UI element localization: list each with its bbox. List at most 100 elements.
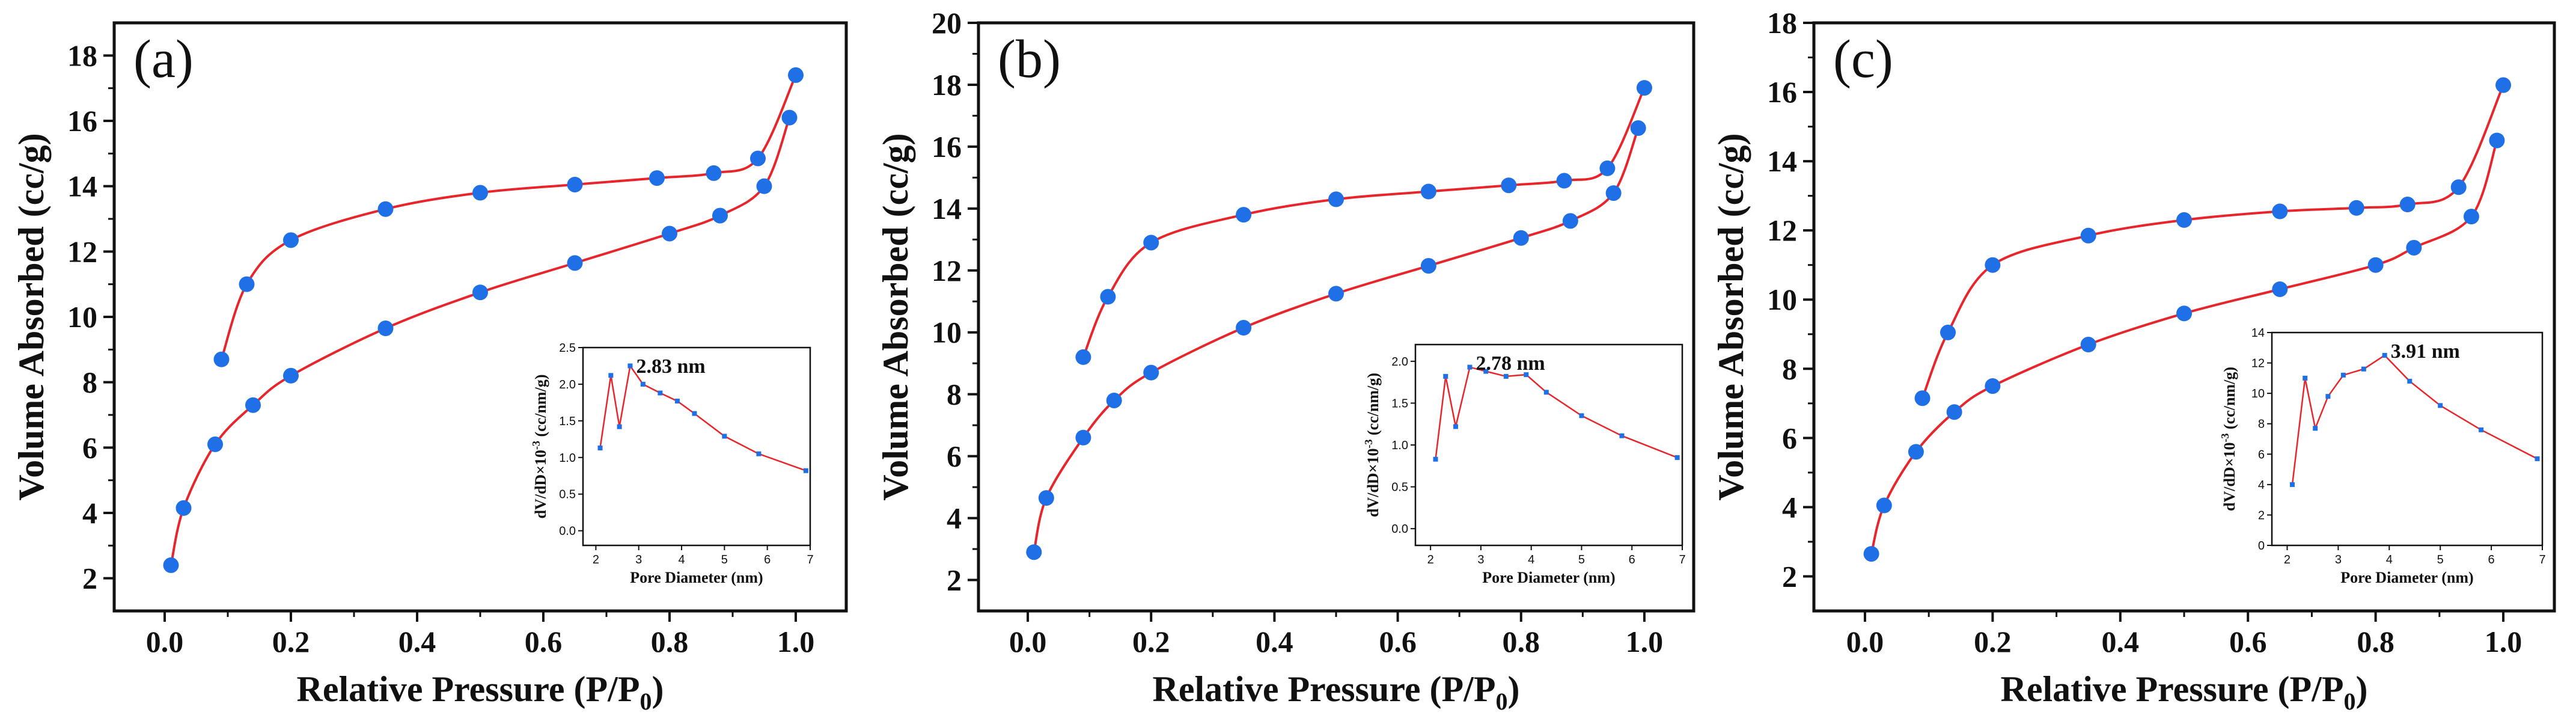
adsorption-point [1630,120,1646,137]
inset-y-tick-label: 8 [2258,418,2265,431]
x-tick-label: 1.0 [1626,625,1664,658]
inset-point [2438,403,2443,408]
inset-point [2313,426,2318,431]
inset-y-label-main: dV/dD×10 [1364,448,1382,517]
x-tick-label: 0.6 [1379,625,1417,658]
inset-point [617,424,622,429]
y-tick-label: 18 [67,38,97,72]
inset-x-tick-label: 3 [2335,553,2342,566]
inset-point [2382,352,2387,358]
inset-x-axis-label: Pore Diameter (nm) [630,569,763,586]
y-tick-label: 2 [1782,559,1797,593]
y-tick-label: 12 [932,254,962,287]
inset-point [674,398,680,403]
inset-y-label-main: dV/dD×10 [2221,442,2238,511]
inset-y-tick-label: 14 [2251,327,2265,340]
y-axis-label: Volume Absorbed (cc/g) [11,133,51,500]
inset-y-tick-label: 1.5 [559,415,576,428]
adsorption-point [567,255,583,271]
desorption-point [377,201,394,217]
adsorption-point [1026,544,1042,560]
x-axis-label-sub: 0 [1495,688,1507,715]
inset-point [1453,424,1459,429]
inset-y-label-end: (cc/nm/g) [532,375,549,441]
adsorption-point [245,397,261,413]
inset-frame [582,346,811,547]
inset-point [2361,366,2366,372]
y-tick-label: 8 [947,378,962,411]
desorption-point [1420,183,1436,200]
adsorption-point [1876,497,1892,514]
inset-y-tick-label: 1.0 [559,452,576,465]
adsorption-point [1513,230,1529,246]
desorption-point [1914,390,1930,406]
inset-y-label-main: dV/dD×10 [532,450,549,519]
inset-x-tick-label: 2 [593,553,599,566]
y-tick-label: 8 [82,366,97,399]
y-tick-label: 10 [932,316,962,349]
x-axis-label-main: Relative Pressure (P/P [2001,669,2344,709]
desorption-point [2495,77,2512,93]
desorption-point [1985,257,2001,273]
y-tick-label: 2 [947,563,962,597]
desorption-point [1636,80,1652,96]
x-tick-label: 0.0 [146,625,184,658]
adsorption-point [283,367,299,384]
inset-point [1483,369,1489,374]
inset-y-tick-label: 2 [2258,509,2265,522]
inset-y-tick-label: 12 [2251,357,2265,370]
desorption-point [283,232,299,248]
y-tick-label: 12 [1767,213,1797,247]
desorption-point [2080,227,2096,244]
inset-point [2289,482,2295,487]
inset-y-label-sup: -3 [530,441,542,450]
adsorption-point [1038,490,1054,506]
x-axis-label: Relative Pressure (P/P0) [297,669,664,715]
y-axis-label: Volume Absorbed (cc/g) [876,133,915,500]
desorption-point [213,351,230,367]
y-tick-label: 4 [82,496,97,530]
inset-x-tick-label: 4 [678,553,685,566]
desorption-point [472,185,488,201]
y-tick-label: 6 [82,431,97,464]
desorption-line [1921,84,2504,399]
inset-x-tick-label: 2 [1427,553,1434,566]
inset-x-tick-label: 7 [1679,553,1685,566]
inset-y-axis-label: dV/dD×10-3 (cc/nm/g) [530,375,549,519]
desorption-point [1599,160,1616,176]
inset-point [1579,413,1584,419]
adsorption-point [1863,546,1879,562]
x-tick-label: 0.8 [651,625,689,658]
desorption-point [2272,203,2288,219]
adsorption-point [472,284,488,301]
adsorption-point [2367,257,2384,273]
x-axis-label-sub: 0 [639,688,652,715]
adsorption-point [2463,209,2479,225]
adsorption-point [2272,281,2288,297]
desorption-point [2176,212,2192,228]
inset-point [597,445,603,450]
y-tick-label: 10 [1767,283,1797,316]
adsorption-point [2176,305,2192,322]
inset-y-label-end: (cc/nm/g) [2221,367,2238,433]
panel-label: (b) [998,29,1061,89]
inset-x-tick-label: 5 [1578,553,1585,566]
desorption-point [788,67,804,83]
y-tick-label: 20 [932,6,962,40]
adsorption-point [1236,320,1252,336]
y-tick-label: 14 [932,192,962,225]
y-tick-label: 10 [67,300,97,334]
x-tick-label: 0.2 [1132,625,1170,658]
y-tick-label: 4 [1782,490,1797,524]
adsorption-point [1605,185,1622,201]
inset-y-tick-label: 0.0 [559,525,576,538]
x-tick-label: 1.0 [777,625,815,658]
inset-point [608,373,614,378]
y-tick-label: 14 [67,170,97,203]
y-tick-label: 18 [932,68,962,102]
adsorption-point [1946,404,1962,420]
adsorption-point [1908,444,1924,460]
x-tick-label: 0.8 [1503,625,1540,658]
adsorption-point [163,557,179,573]
x-axis-label-main: Relative Pressure (P/P [1153,669,1496,709]
